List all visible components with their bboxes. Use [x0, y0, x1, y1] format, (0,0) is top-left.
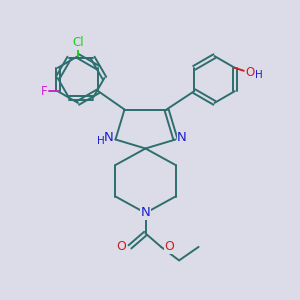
Text: O: O: [165, 240, 174, 254]
Text: H: H: [256, 70, 263, 80]
Text: N: N: [177, 130, 187, 144]
Text: N: N: [141, 206, 150, 220]
Text: F: F: [41, 85, 47, 98]
Text: Cl: Cl: [72, 36, 84, 49]
Text: H: H: [97, 136, 104, 146]
Text: O: O: [245, 66, 254, 79]
Text: O: O: [117, 240, 126, 254]
Text: N: N: [104, 130, 114, 144]
